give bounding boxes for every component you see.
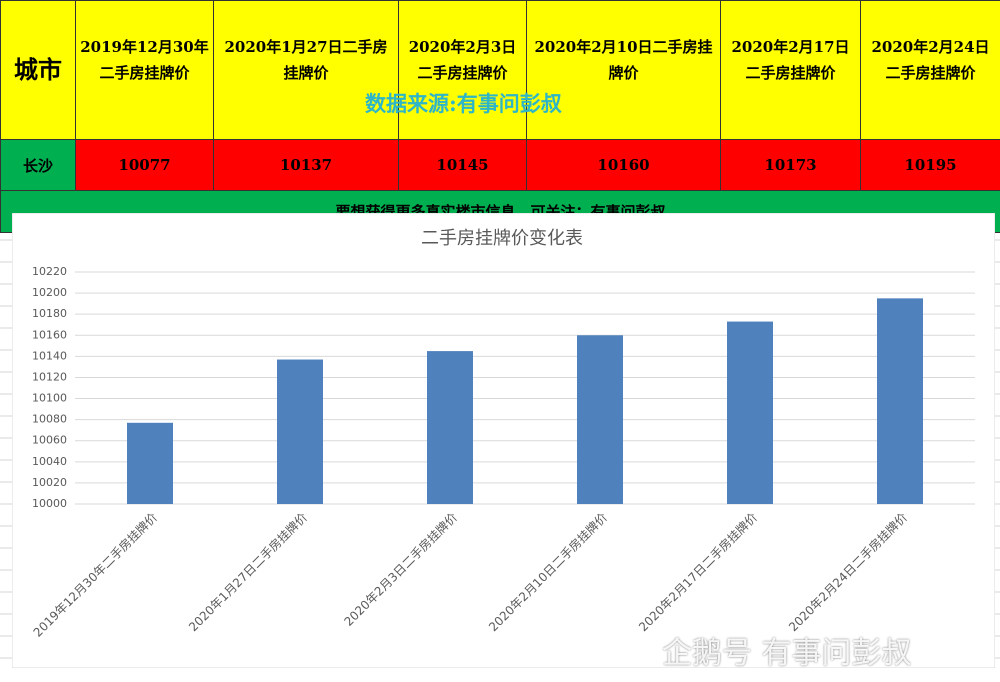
header-cell: 2020年2月3日二手房挂牌价 <box>398 0 527 140</box>
header-cell: 2020年2月17日二手房挂牌价 <box>720 0 861 140</box>
chart: 二手房挂牌价变化表 10000 10020 10040 10060 10080 10100… <box>12 213 995 668</box>
y-tick-label: 10200 <box>32 286 67 299</box>
cell: 10173 <box>720 139 861 191</box>
header-cell: 2020年1月27日二手房挂牌价 <box>213 0 399 140</box>
cell: 10195 <box>860 139 1000 191</box>
header-cell: 2020年2月24日二手房挂牌价 <box>860 0 1000 140</box>
y-tick-label: 10180 <box>32 307 67 320</box>
watermark: 企鹅号 有事问彭叔 <box>662 636 912 671</box>
y-tick-label: 10060 <box>32 434 67 447</box>
header-cell: 2019年12月30年二手房挂牌价 <box>75 0 214 140</box>
y-tick-label: 10220 <box>32 265 67 278</box>
cell: 10077 <box>75 139 214 191</box>
y-tick-label: 10000 <box>32 497 67 510</box>
bar <box>877 298 923 504</box>
price-table: 城市 2019年12月30年二手房挂牌价 2020年1月27日二手房挂牌价 20… <box>0 0 1000 233</box>
cell: 长沙 <box>0 139 76 191</box>
y-tick-label: 10020 <box>32 476 67 489</box>
chart-title: 二手房挂牌价变化表 <box>421 228 583 249</box>
header-row: 城市 2019年12月30年二手房挂牌价 2020年1月27日二手房挂牌价 20… <box>0 0 1000 140</box>
bar <box>577 335 623 504</box>
y-tick-label: 10080 <box>32 413 67 426</box>
bar <box>127 422 173 504</box>
bar <box>277 359 323 504</box>
data-row: 长沙 10077 10137 10145 10160 10173 10195 <box>0 139 1000 191</box>
y-tick-label: 10140 <box>32 349 67 362</box>
header-cell: 城市 <box>0 0 76 140</box>
y-tick-label: 10040 <box>32 455 67 468</box>
cell: 10160 <box>526 139 721 191</box>
header-cell: 2020年2月10日二手房挂牌价 <box>526 0 721 140</box>
y-tick-label: 10160 <box>32 328 67 341</box>
bar <box>727 321 773 504</box>
cell: 10145 <box>398 139 527 191</box>
y-tick-label: 10120 <box>32 370 67 383</box>
y-tick-label: 10100 <box>32 392 67 405</box>
bar <box>427 351 473 504</box>
source-note: 数据来源:有事问彭叔 <box>365 91 562 116</box>
cell: 10137 <box>213 139 399 191</box>
